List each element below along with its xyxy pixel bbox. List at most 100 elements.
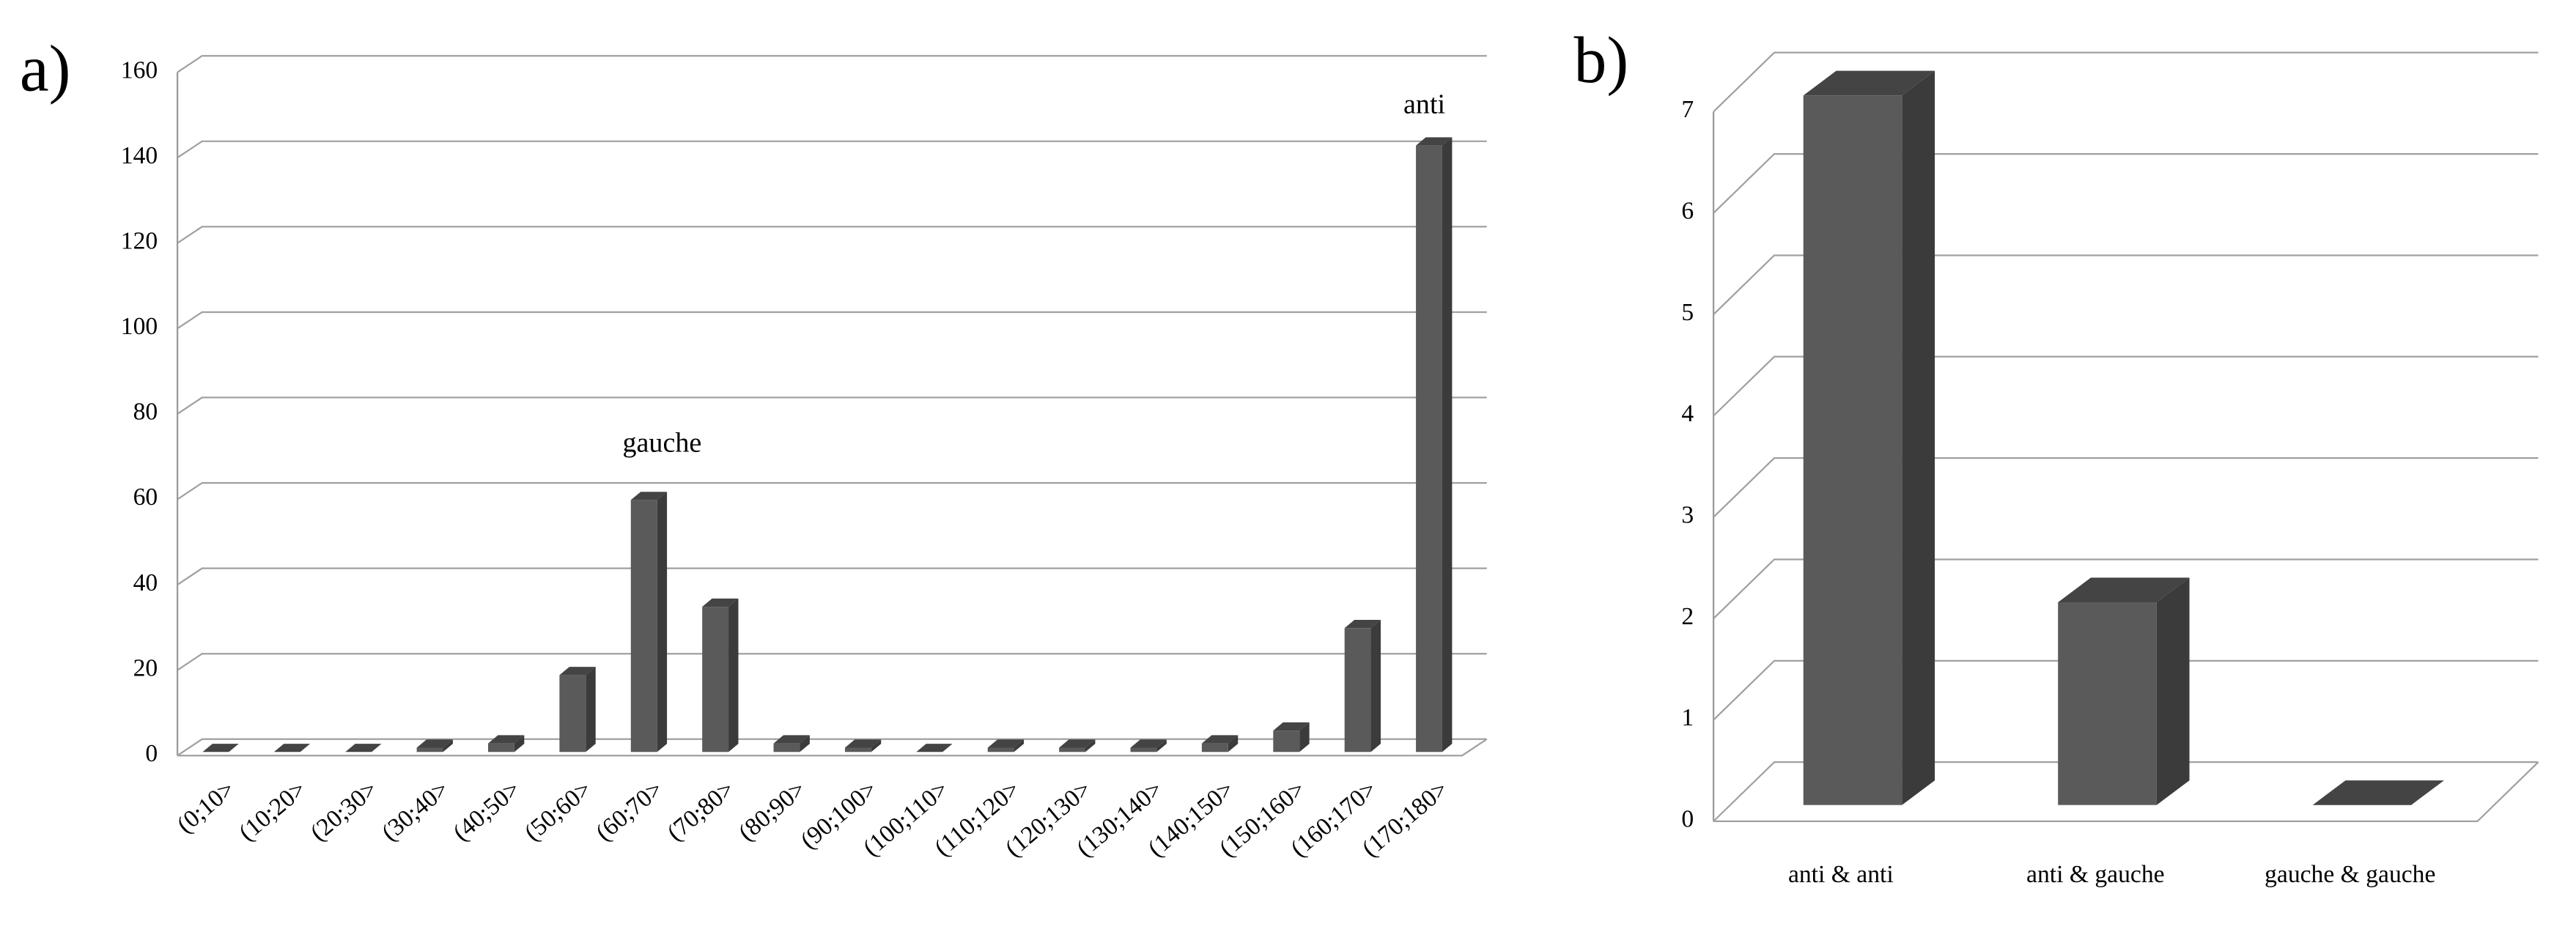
grid-line bbox=[1713, 152, 2539, 214]
bar-side bbox=[1299, 722, 1310, 752]
y-tick-label: 0 bbox=[145, 740, 158, 767]
grid-line bbox=[177, 311, 1487, 330]
grid-line bbox=[1713, 254, 2539, 315]
x-tick-label: anti & anti bbox=[1788, 861, 1894, 888]
y-tick-label: 1 bbox=[1681, 704, 1694, 731]
x-tick-label: (40;50> bbox=[448, 775, 525, 846]
bar-top bbox=[273, 744, 311, 752]
y-tick-label: 140 bbox=[121, 142, 158, 169]
bar bbox=[1201, 743, 1228, 752]
bar-side bbox=[800, 735, 810, 752]
y-tick-label: 5 bbox=[1681, 299, 1694, 326]
bar-top bbox=[1130, 739, 1167, 748]
bar bbox=[630, 500, 657, 752]
y-tick-label: 60 bbox=[133, 484, 158, 511]
grid-line bbox=[177, 55, 1487, 73]
bar-side bbox=[443, 739, 453, 752]
bar-top bbox=[844, 739, 882, 748]
bar-top bbox=[702, 598, 739, 607]
y-tick-label: 4 bbox=[1681, 400, 1694, 427]
y-tick-label: 80 bbox=[133, 399, 158, 426]
x-tick-label: (20;30> bbox=[306, 775, 383, 846]
grid-line bbox=[1713, 659, 2539, 721]
bar-side bbox=[514, 735, 525, 752]
bar bbox=[1059, 747, 1085, 752]
x-tick-label: (10;20> bbox=[234, 775, 311, 846]
bar-top bbox=[1416, 137, 1453, 146]
grid-line bbox=[177, 567, 1487, 586]
grid-line bbox=[177, 140, 1487, 159]
y-tick-label: 160 bbox=[121, 56, 158, 84]
grid-line bbox=[1713, 558, 2539, 619]
bar-top bbox=[1273, 722, 1310, 731]
bar-top bbox=[488, 735, 525, 744]
bar-top bbox=[1803, 70, 1935, 96]
bar-top bbox=[345, 744, 382, 752]
floor-edge bbox=[177, 738, 1488, 757]
panel-label: b) bbox=[1574, 24, 1629, 97]
bar-side bbox=[657, 492, 668, 752]
grid-line bbox=[177, 396, 1487, 415]
grid-line bbox=[1713, 51, 2539, 113]
x-tick-label: (70;80> bbox=[663, 775, 740, 846]
x-tick-label: (30;40> bbox=[377, 775, 454, 846]
grid-line bbox=[177, 738, 1487, 757]
bar-top bbox=[630, 492, 668, 500]
bar bbox=[844, 747, 871, 752]
y-tick-label: 100 bbox=[121, 313, 158, 340]
bar-side bbox=[1902, 70, 1935, 805]
bar-top bbox=[416, 739, 453, 748]
bar-side bbox=[1156, 739, 1167, 752]
x-tick-label: (50;60> bbox=[520, 775, 597, 846]
bar bbox=[1416, 145, 1442, 752]
bar bbox=[1344, 628, 1371, 752]
bar-side bbox=[871, 739, 882, 752]
bar-top bbox=[1344, 620, 1381, 629]
bar-top bbox=[1201, 735, 1239, 744]
y-tick-label: 7 bbox=[1681, 96, 1694, 123]
bar-top bbox=[559, 667, 596, 676]
panel-label: a) bbox=[20, 32, 71, 105]
y-tick-label: 120 bbox=[121, 228, 158, 255]
grid-line bbox=[1713, 761, 2539, 822]
bar-top bbox=[987, 739, 1025, 748]
bar bbox=[1273, 731, 1300, 752]
y-tick-label: 2 bbox=[1681, 603, 1694, 630]
x-tick-label: gauche & gauche bbox=[2265, 861, 2435, 888]
annotation: anti bbox=[1403, 89, 1445, 120]
bar-side bbox=[1442, 137, 1453, 752]
y-tick-label: 20 bbox=[133, 654, 158, 681]
bar bbox=[987, 747, 1014, 752]
bar-top bbox=[1059, 739, 1096, 748]
x-tick-label: anti & gauche bbox=[2026, 861, 2165, 888]
bar-top bbox=[2058, 577, 2190, 602]
y-tick-label: 3 bbox=[1681, 502, 1694, 529]
y-tick-label: 0 bbox=[1681, 806, 1694, 833]
bar-side bbox=[1370, 620, 1381, 752]
bar-side bbox=[1228, 735, 1239, 752]
x-tick-label: (0;10> bbox=[172, 775, 240, 838]
bar-side bbox=[728, 598, 739, 752]
bar bbox=[416, 747, 443, 752]
grid-line bbox=[1713, 457, 2539, 518]
grid-line bbox=[177, 653, 1487, 671]
floor-edge bbox=[1713, 761, 2539, 823]
bar bbox=[488, 743, 514, 752]
bar bbox=[1130, 747, 1157, 752]
bar-top bbox=[773, 735, 810, 744]
bar-side bbox=[1014, 739, 1025, 752]
bar-top bbox=[202, 744, 239, 752]
bar bbox=[773, 743, 800, 752]
grid-line bbox=[1713, 355, 2539, 417]
bar bbox=[702, 607, 729, 752]
y-tick-label: 6 bbox=[1681, 198, 1694, 225]
x-tick-label: (60;70> bbox=[591, 775, 668, 846]
bar-top bbox=[916, 744, 953, 752]
bar-side bbox=[1085, 739, 1096, 752]
bar-side bbox=[2156, 577, 2190, 805]
bar bbox=[559, 675, 586, 752]
bar bbox=[1803, 95, 1903, 805]
bar bbox=[2058, 602, 2157, 805]
